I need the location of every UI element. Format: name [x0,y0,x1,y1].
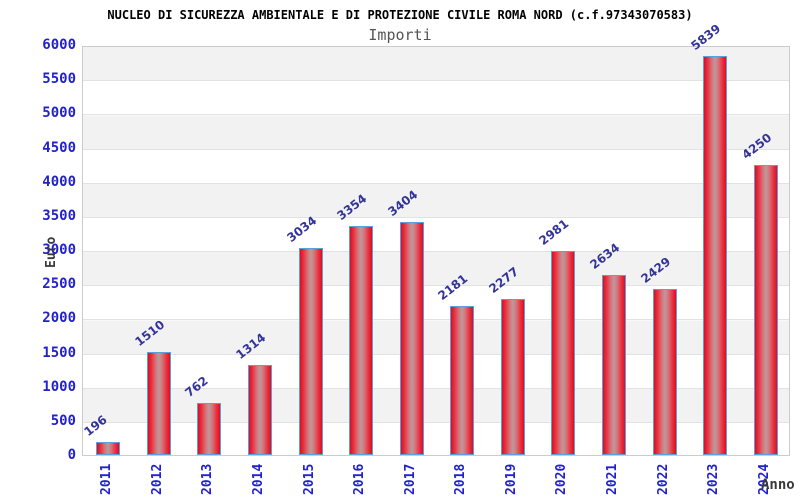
bar-2011 [96,442,120,455]
x-tick-label: 2020 [554,463,569,495]
x-tick-label: 2012 [150,463,165,495]
y-tick-label: 3000 [42,242,76,258]
y-tick-label: 5000 [42,105,76,122]
bar-2014 [248,365,272,455]
x-tick-label: 2011 [99,463,114,495]
gridline [83,251,789,252]
bar-2021 [602,275,626,455]
gridline [83,182,789,184]
x-axis-title: Anno [761,477,795,493]
y-tick-label: 1500 [42,344,76,361]
y-tick-label: 4500 [42,139,76,156]
x-tick-label: 2019 [504,463,519,495]
bar-2012 [147,352,171,455]
x-tick-label: 2016 [352,463,367,495]
bar-2018 [450,306,474,455]
y-tick-label: 3500 [42,207,76,224]
y-tick-label: 5500 [42,71,76,88]
chart-title: NUCLEO DI SICUREZZA AMBIENTALE E DI PROT… [107,8,693,22]
gridline [83,387,789,389]
bar-2013 [197,403,221,455]
gridline [83,353,789,355]
x-tick-label: 2017 [403,463,418,495]
gridline [83,285,789,287]
gridline [83,319,789,321]
y-axis-title: Euro [44,236,59,268]
bar-2015 [299,248,323,455]
y-tick-label: 0 [67,447,76,463]
y-tick-label: 1000 [42,378,76,395]
y-tick-label: 2500 [42,276,76,293]
chart-subtitle: Importi [368,26,432,44]
y-tick-label: 6000 [42,37,76,53]
bar-2019 [501,299,525,455]
x-tick-label: 2022 [656,463,671,495]
x-tick-label: 2014 [251,463,266,495]
gridline [83,216,789,218]
bar-2020 [551,251,575,455]
gridline [83,421,789,423]
x-tick-label: 2015 [302,463,317,495]
y-tick-label: 4000 [42,173,76,190]
gridline [83,114,789,116]
bar-2022 [653,289,677,455]
gridline [83,148,789,150]
bar-2016 [349,226,373,455]
plot-area [82,46,790,456]
bar-2024 [754,165,778,455]
x-tick-label: 2018 [453,463,468,495]
x-tick-label: 2013 [200,463,215,495]
x-tick-label: 2023 [706,463,721,495]
bar-2017 [400,222,424,455]
x-tick-label: 2021 [605,463,620,495]
y-tick-label: 2000 [42,310,76,327]
y-tick-label: 500 [50,412,76,429]
bar-2023 [703,56,727,455]
gridline [83,80,789,82]
